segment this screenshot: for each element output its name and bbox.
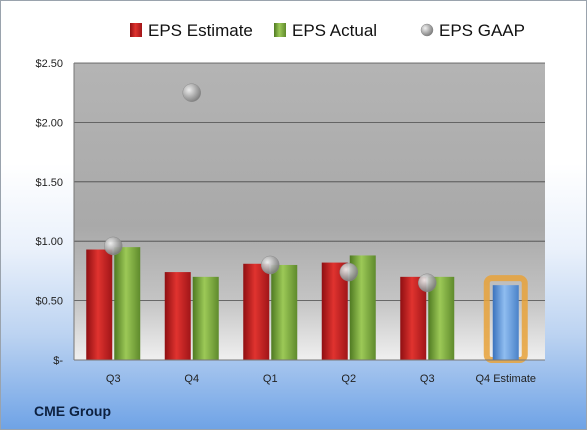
bars — [86, 247, 528, 364]
eps-actual-bar — [192, 276, 219, 360]
legend-gaap-marker — [420, 23, 434, 37]
x-tick-label: Q1 — [263, 373, 278, 385]
gaap-points — [104, 83, 437, 293]
x-tick-label: Q3 — [106, 373, 121, 385]
plot-area — [74, 63, 545, 360]
y-tick-label: $0.50 — [35, 296, 63, 308]
y-tick-label: $- — [53, 355, 63, 367]
eps-gaap-point — [182, 83, 201, 102]
legend-label: EPS Estimate — [148, 21, 253, 40]
eps-gaap-point — [339, 262, 358, 282]
y-tick-label: $1.50 — [35, 177, 63, 189]
eps-estimate-bar — [243, 263, 270, 360]
legend-label: EPS GAAP — [439, 21, 525, 40]
eps-actual-bar — [428, 276, 455, 360]
legend-estimate-swatch — [130, 23, 142, 37]
y-tick-label: $1.00 — [35, 236, 63, 248]
legend-actual-swatch — [274, 23, 286, 37]
legend: EPS Estimate EPS Actual EPS GAAP — [130, 21, 525, 40]
x-tick-label: Q2 — [341, 373, 356, 385]
x-tick-label: Q4 — [184, 373, 199, 385]
x-tick-label: Q3 — [420, 373, 435, 385]
eps-actual-bar — [114, 247, 141, 360]
eps-gaap-point — [261, 255, 280, 275]
y-tick-label: $2.00 — [35, 117, 63, 129]
eps-actual-bar — [271, 264, 298, 360]
y-tick-label: $2.50 — [35, 58, 63, 70]
axes: $- $0.50 $1.00 $1.50 $2.00 $2.50 Q3 Q4 Q1 Q2 Q3 Q4 … — [35, 58, 545, 385]
gridlines — [74, 62, 545, 302]
company-name: CME Group — [34, 403, 111, 419]
q4-estimate-bar — [492, 285, 519, 360]
eps-gaap-point — [418, 273, 437, 293]
x-tick-label: Q4 Estimate — [475, 373, 536, 385]
eps-chart: EPS Estimate EPS Actual EPS GAAP $- $0.50 $1… — [35, 21, 545, 385]
eps-estimate-bar — [86, 249, 113, 360]
eps-estimate-bar — [164, 272, 191, 360]
legend-label: EPS Actual — [292, 21, 377, 40]
eps-estimate-bar — [400, 276, 427, 360]
eps-gaap-point — [104, 236, 123, 256]
